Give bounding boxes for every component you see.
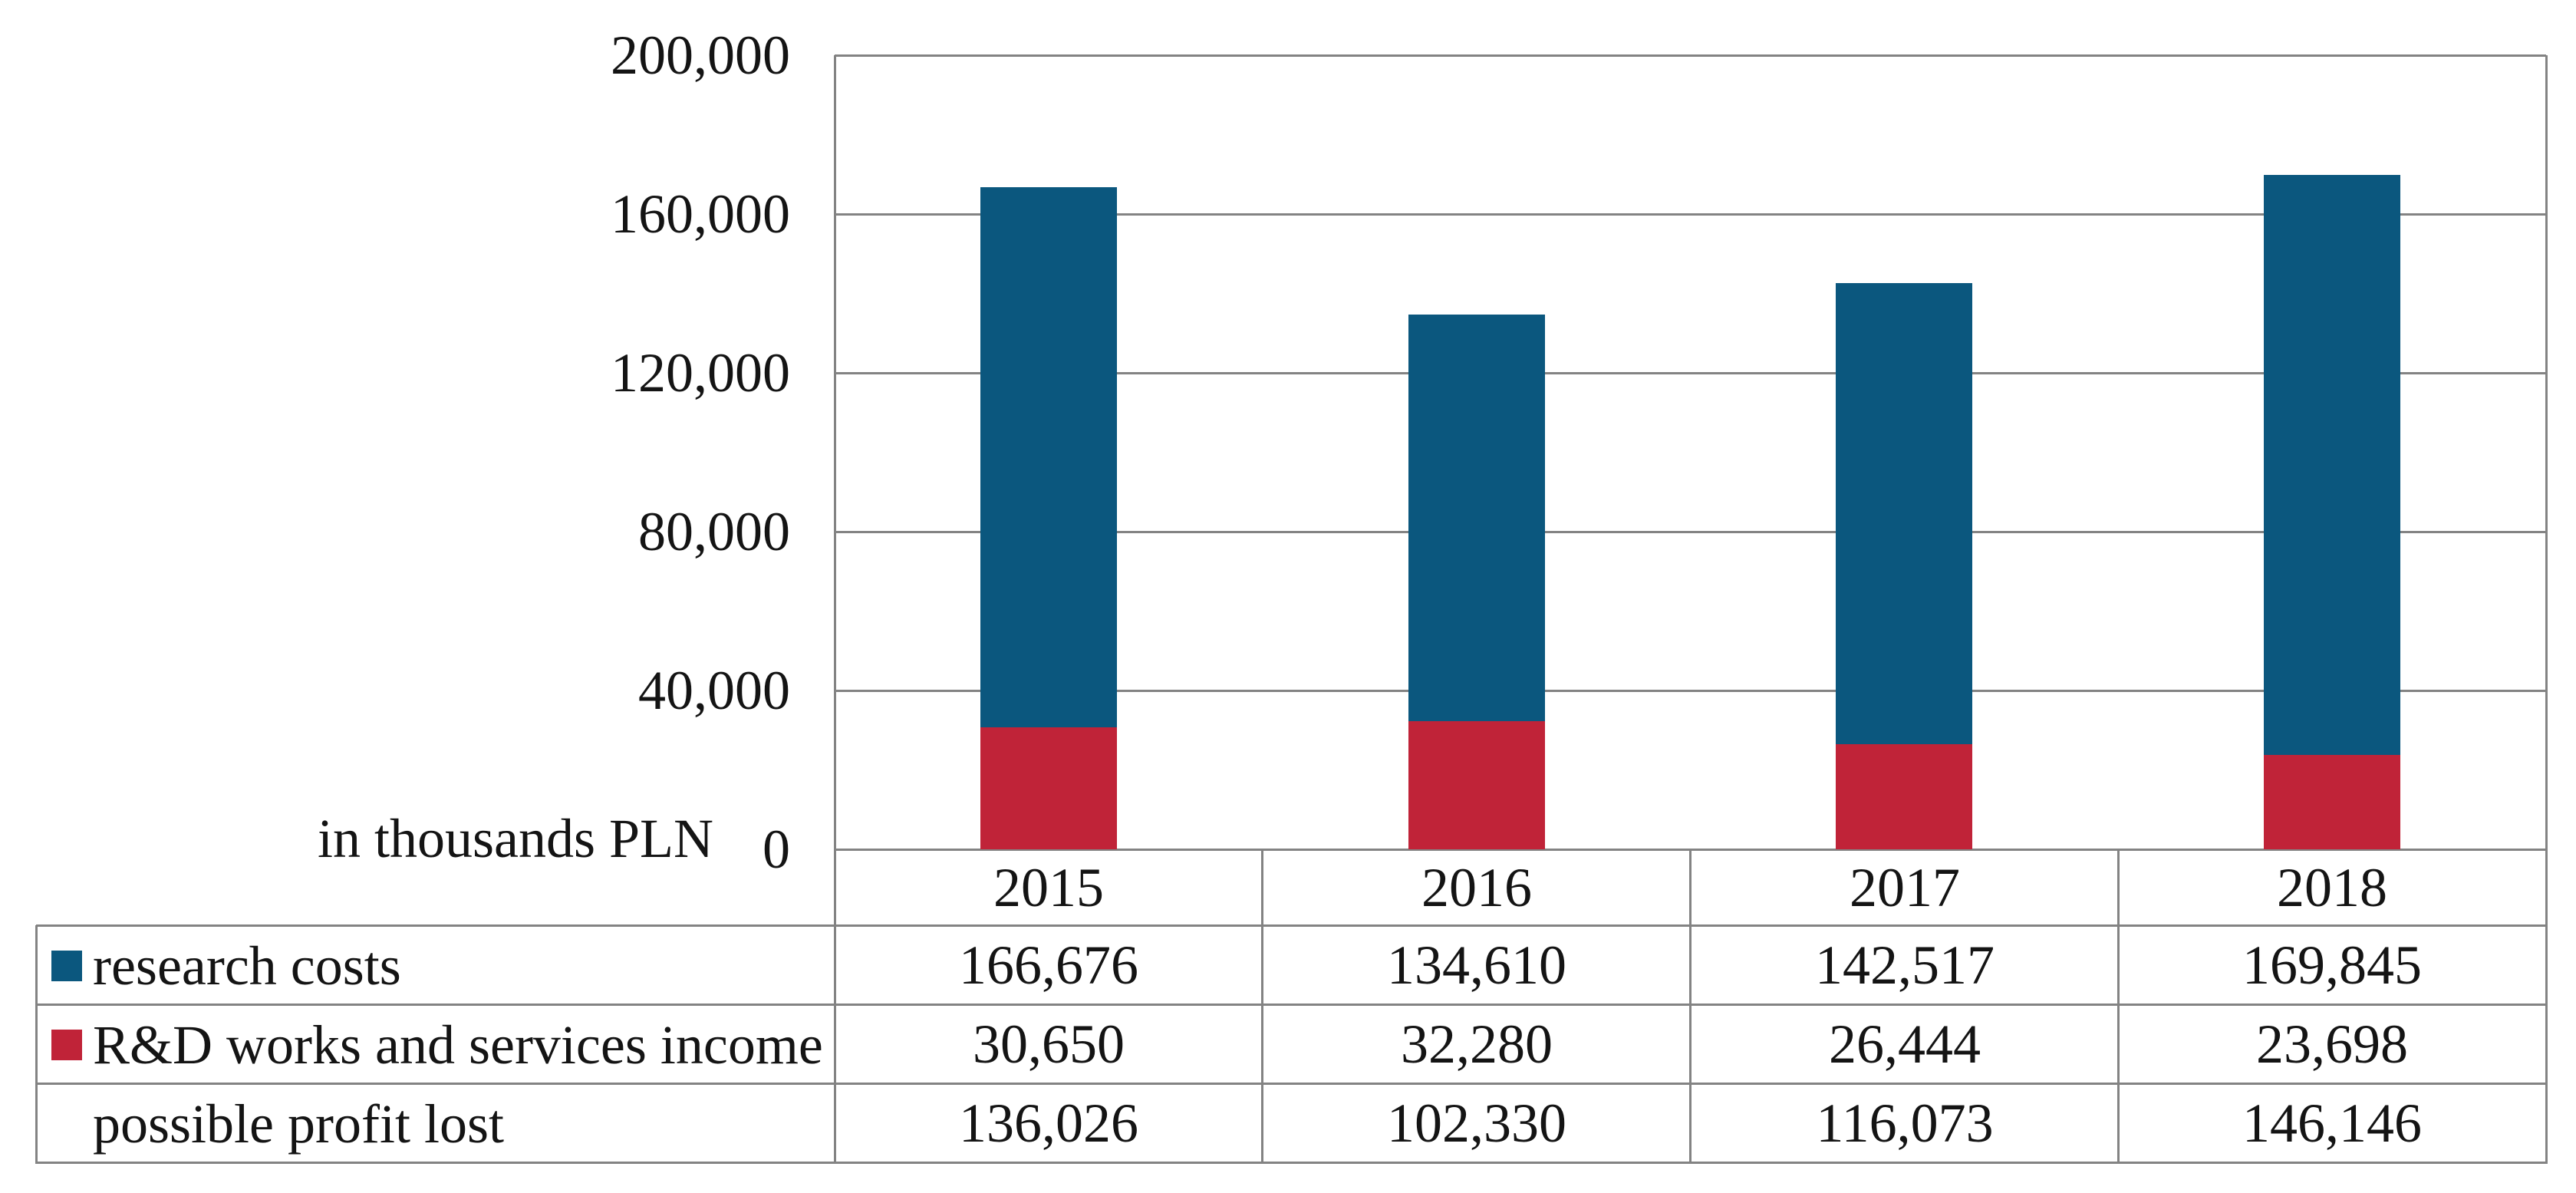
table-value-cell: 142,517 <box>1815 934 1995 996</box>
legend-swatch-spacer <box>51 1109 82 1139</box>
table-header-year: 2016 <box>1421 857 1532 918</box>
gridline <box>835 213 2546 216</box>
table-column-border <box>2117 849 2120 1164</box>
table-row-border <box>36 1004 2546 1006</box>
table-value-cell: 166,676 <box>959 934 1138 996</box>
gridline <box>835 372 2546 374</box>
bar-2016-rd-income <box>1408 721 1545 849</box>
y-axis-tick-label: 120,000 <box>611 342 790 404</box>
table-value-cell: 136,026 <box>959 1092 1138 1154</box>
y-axis-tick-label: 160,000 <box>611 183 790 245</box>
series-name: R&D works and services income <box>93 1014 823 1076</box>
table-value-cell: 116,073 <box>1816 1092 1994 1154</box>
y-axis-line <box>834 55 836 1164</box>
series-name: possible profit lost <box>93 1093 504 1155</box>
gridline <box>835 531 2546 533</box>
y-axis-tick-label: 200,000 <box>611 25 790 86</box>
bar-2015-rd-income <box>980 727 1117 849</box>
table-column-border <box>1689 849 1692 1164</box>
legend-swatch-icon <box>51 951 82 981</box>
bar-2018-research-costs <box>2264 175 2400 849</box>
table-value-cell: 32,280 <box>1401 1013 1553 1075</box>
table-row-label: possible profit lost <box>38 1086 834 1162</box>
bar-2018-rd-income <box>2264 755 2400 849</box>
bar-2017-rd-income <box>1836 744 1972 849</box>
plot-right-border <box>2545 55 2548 1164</box>
table-column-border <box>1261 849 1263 1164</box>
y-axis-tick-label: 80,000 <box>638 501 790 562</box>
gridline <box>835 690 2546 692</box>
table-row-label: R&D works and services income <box>38 1007 834 1083</box>
table-header-year: 2018 <box>2277 857 2387 918</box>
table-row-border <box>36 924 2546 927</box>
table-row-border <box>36 1083 2546 1085</box>
table-value-cell: 134,610 <box>1387 934 1566 996</box>
table-value-cell: 26,444 <box>1829 1013 1981 1075</box>
table-header-year: 2015 <box>993 857 1104 918</box>
y-axis-unit-label: in thousands PLN <box>317 808 713 869</box>
table-header-year: 2017 <box>1850 857 1960 918</box>
table-value-cell: 102,330 <box>1387 1092 1566 1154</box>
table-row-border <box>36 1162 2546 1164</box>
table-value-cell: 146,146 <box>2242 1092 2422 1154</box>
table-value-cell: 30,650 <box>973 1013 1125 1075</box>
y-axis-tick-label: 40,000 <box>638 660 790 721</box>
legend-swatch-icon <box>51 1030 82 1060</box>
table-value-cell: 169,845 <box>2242 934 2422 996</box>
table-row-label: research costs <box>38 928 834 1004</box>
series-name: research costs <box>93 935 401 997</box>
y-axis-tick-label: 0 <box>763 819 790 880</box>
gridline <box>835 54 2546 57</box>
table-value-cell: 23,698 <box>2256 1013 2408 1075</box>
table-left-border <box>35 925 38 1164</box>
